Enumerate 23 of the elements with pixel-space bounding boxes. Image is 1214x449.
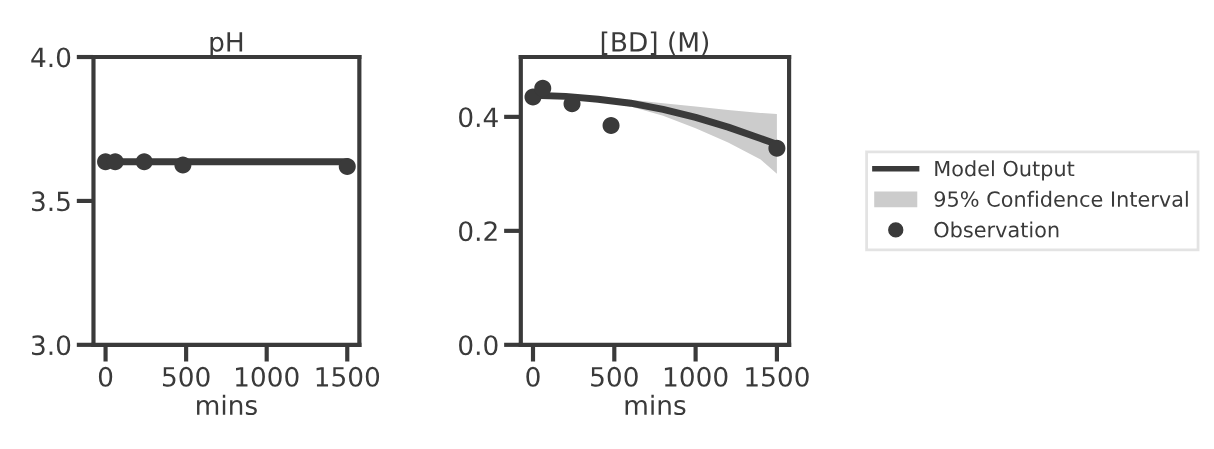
y-tick-label: 3.5 xyxy=(32,191,70,212)
x-tick-label: 0 xyxy=(526,366,540,387)
y-tick-label: 3.0 xyxy=(32,335,71,356)
x-tick-label: 500 xyxy=(591,366,638,387)
x-tick-label: 1000 xyxy=(664,366,728,387)
x-tick-label: 500 xyxy=(162,366,210,387)
x-tick-label: 0 xyxy=(98,366,113,387)
x-tick-label: 1000 xyxy=(236,366,299,387)
x-axis-title: mins xyxy=(625,394,686,416)
legend-label: Model Output xyxy=(935,160,1075,181)
chart-title: [BD] (M) xyxy=(601,31,709,55)
point xyxy=(602,116,620,134)
x-tick-label: 1500 xyxy=(746,366,809,387)
x-tick-label: 1500 xyxy=(316,366,380,387)
x-axis-title: mins xyxy=(197,394,257,416)
chart-title: pH xyxy=(210,32,243,57)
y-tick-label: 4.0 xyxy=(31,47,71,68)
legend-label: Observation xyxy=(934,221,1059,238)
y-tick-label: 0.2 xyxy=(459,221,497,242)
y-tick-label: 0.0 xyxy=(459,335,498,356)
point xyxy=(768,139,786,157)
y-tick-label: 0.4 xyxy=(459,107,498,128)
text: 95% Confidence Interval xyxy=(934,190,1188,207)
